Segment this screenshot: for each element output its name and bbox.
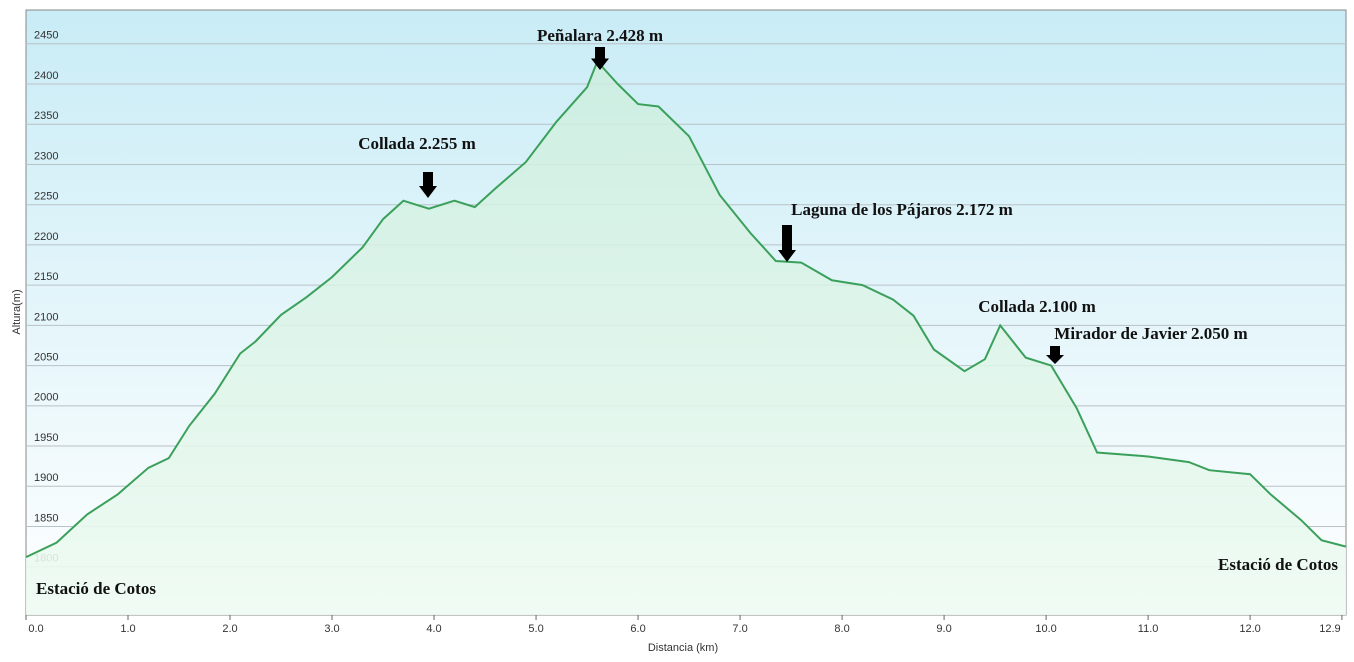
arrow xyxy=(1046,346,1064,364)
y-tick-label: 2100 xyxy=(34,311,58,323)
x-tick-label: 5.0 xyxy=(528,623,543,635)
x-tick-label: 0.0 xyxy=(28,623,43,635)
x-tick-label: 7.0 xyxy=(732,623,747,635)
y-tick-label: 2250 xyxy=(34,191,58,203)
x-tick-label: 10.0 xyxy=(1035,623,1056,635)
annotation: Collada 2.100 m xyxy=(978,297,1096,316)
y-axis-label: Altura(m) xyxy=(11,289,23,334)
y-tick-label: 1900 xyxy=(34,472,58,484)
arrow xyxy=(419,172,437,198)
y-tick-label: 2200 xyxy=(34,231,58,243)
x-tick-label: 3.0 xyxy=(324,623,339,635)
y-tick-label: 2400 xyxy=(34,70,58,82)
x-axis-label: Distancia (km) xyxy=(648,642,718,654)
y-tick-label: 2000 xyxy=(34,392,58,404)
annotation: Collada 2.255 m xyxy=(358,134,476,153)
x-tick-label: 1.0 xyxy=(120,623,135,635)
y-tick-label: 2050 xyxy=(34,352,58,364)
y-tick-label: 2150 xyxy=(34,271,58,283)
y-tick-label: 1950 xyxy=(34,432,58,444)
y-tick-label: 2350 xyxy=(34,110,58,122)
arrow xyxy=(591,47,609,70)
annotation: Mirador de Javier 2.050 m xyxy=(1054,324,1247,343)
annotation: Peñalara 2.428 m xyxy=(537,26,663,45)
x-tick-label: 8.0 xyxy=(834,623,849,635)
x-tick-label: 6.0 xyxy=(630,623,645,635)
x-tick-label: 12.9 xyxy=(1319,623,1340,635)
x-tick-label: 12.0 xyxy=(1239,623,1260,635)
x-tick-label: 9.0 xyxy=(936,623,951,635)
x-tick-label: 4.0 xyxy=(426,623,441,635)
annotation: Laguna de los Pájaros 2.172 m xyxy=(791,200,1013,219)
x-tick-label: 2.0 xyxy=(222,623,237,635)
area xyxy=(26,61,1346,615)
line xyxy=(25,59,1347,559)
y-tick-label: 2450 xyxy=(34,30,58,42)
arrow xyxy=(778,225,796,262)
y-tick-label: 2300 xyxy=(34,150,58,162)
x-tick-label: 11.0 xyxy=(1138,623,1159,635)
y-tick-label: 1850 xyxy=(34,512,58,524)
annotation: Estació de Cotos xyxy=(36,579,156,598)
annotation: Estació de Cotos xyxy=(1218,555,1338,574)
